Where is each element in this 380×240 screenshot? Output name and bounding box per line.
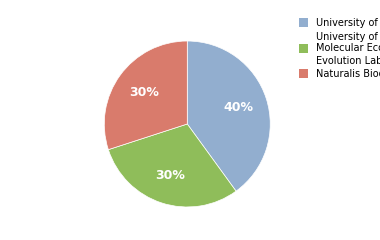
- Wedge shape: [108, 124, 236, 207]
- Text: 30%: 30%: [129, 86, 158, 99]
- Text: 30%: 30%: [156, 169, 185, 182]
- Legend: University of Neuchatel [4], University of Cyprus,
Molecular Ecology and
Evoluti: University of Neuchatel [4], University …: [296, 15, 380, 82]
- Wedge shape: [104, 41, 187, 150]
- Wedge shape: [187, 41, 270, 191]
- Text: 40%: 40%: [223, 101, 253, 114]
